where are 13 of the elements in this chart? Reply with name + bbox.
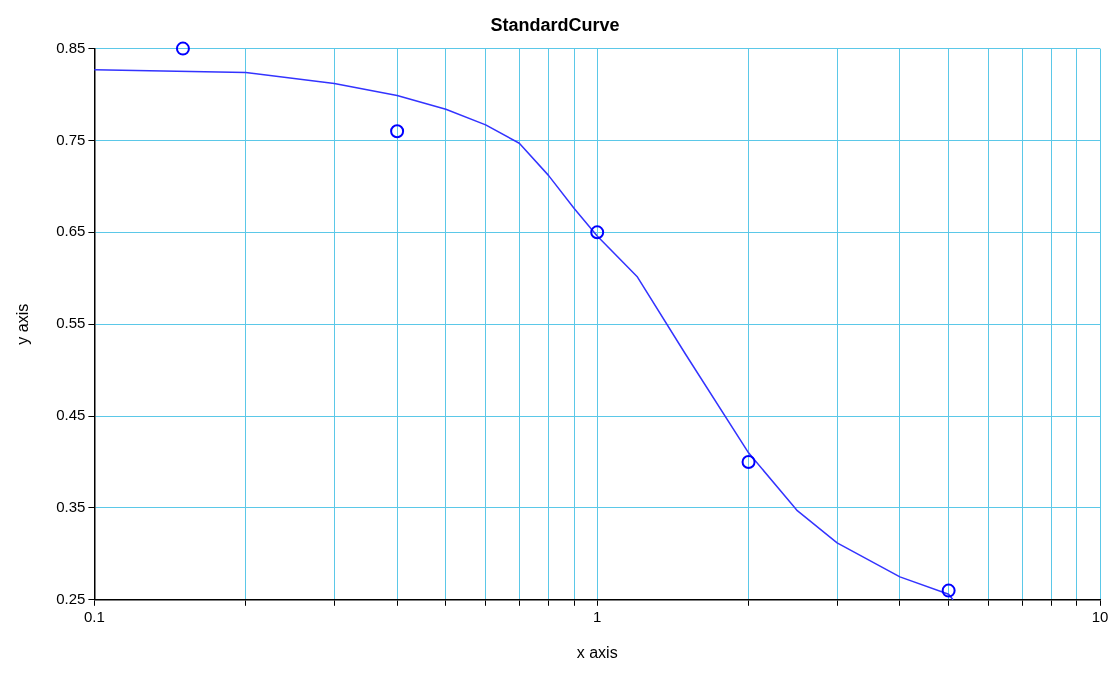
y-tick-label: 0.25 [56,589,86,607]
x-tick-label: 1 [593,607,602,625]
x-axis-title: x axis [576,643,618,661]
x-tick-label: 10 [1091,607,1109,625]
y-tick-label: 0.45 [56,406,86,424]
y-tick-label: 0.55 [56,314,86,332]
y-axis-title: y axis [14,303,32,345]
y-tick-label: 0.35 [56,498,86,516]
x-tick-label: 0.1 [83,607,105,625]
y-tick-label: 0.75 [56,130,86,148]
y-tick-label: 0.85 [56,38,86,56]
chart-title: StandardCurve [490,14,620,35]
y-tick-label: 0.65 [56,222,86,240]
